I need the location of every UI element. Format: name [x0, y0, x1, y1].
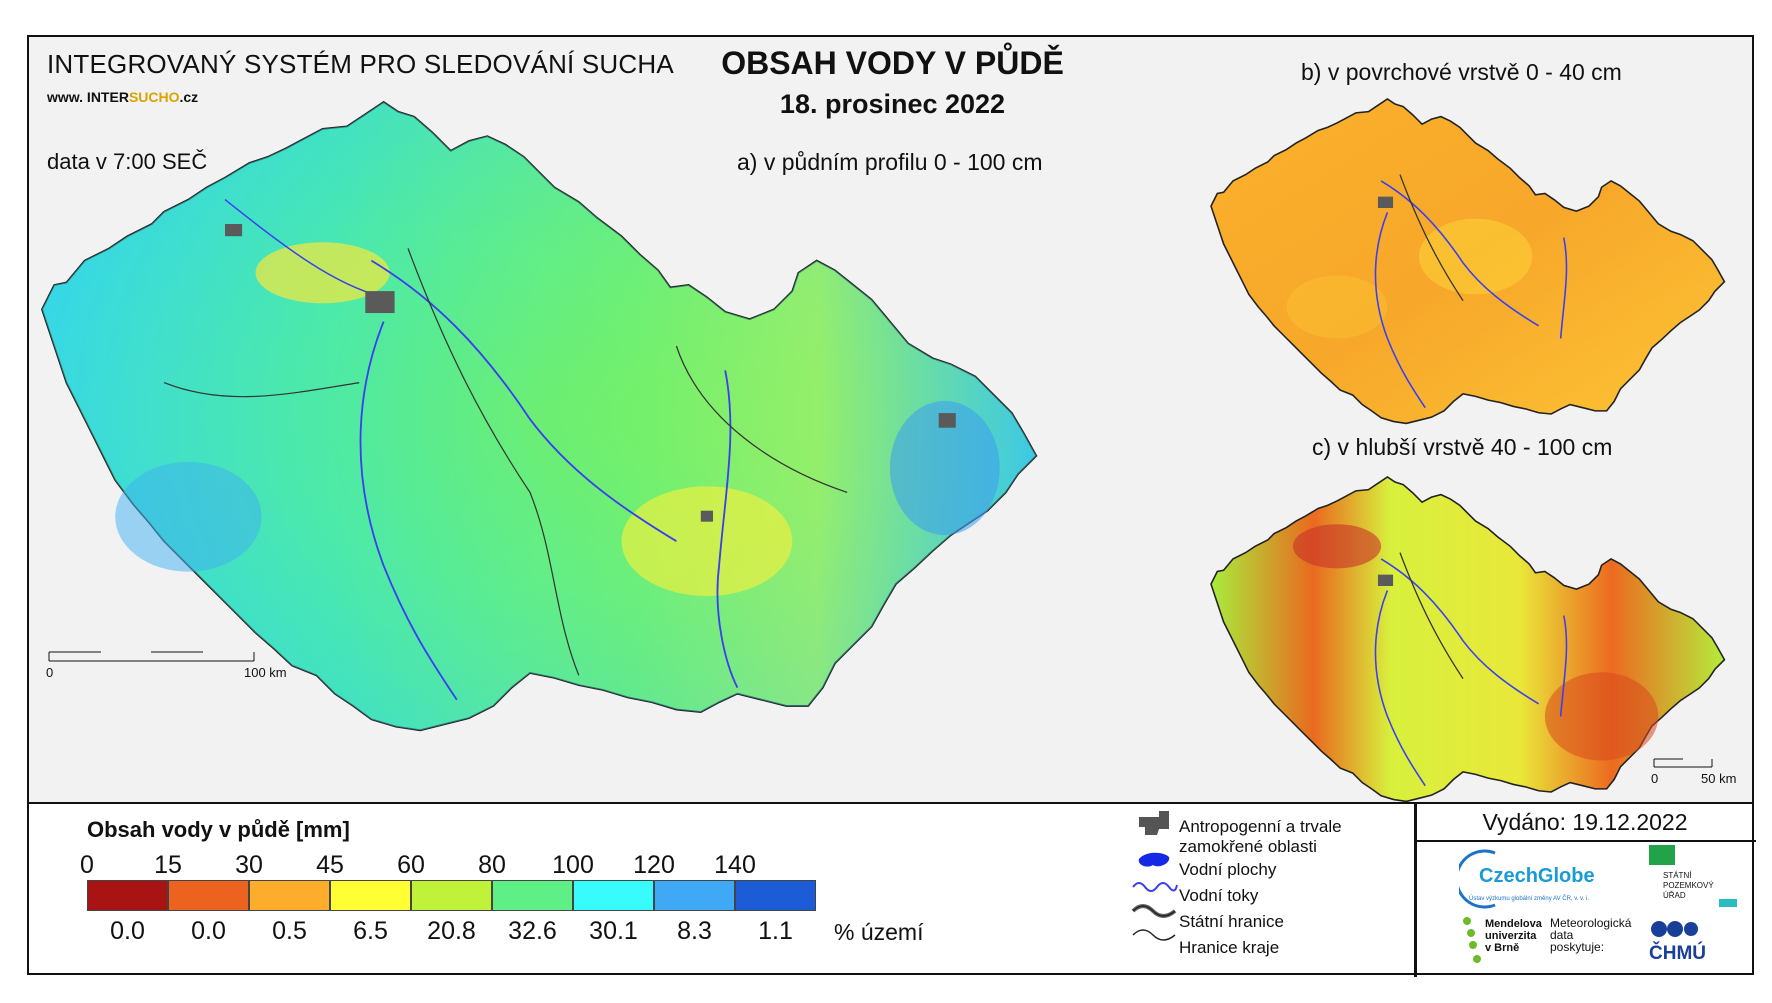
- chmu-logo: ČHMÚ: [1649, 943, 1706, 964]
- spu-accent-icon: [1719, 899, 1737, 907]
- legend-percentage-label: 30.1: [589, 917, 638, 945]
- map-area: INTEGROVANÝ SYSTÉM PRO SLEDOVÁNÍ SUCHA w…: [29, 37, 1752, 804]
- legend-river-label: Vodní toky: [1179, 886, 1259, 905]
- legend-percentage-label: 0.0: [191, 917, 226, 945]
- legend-tick-label: 140: [714, 851, 756, 879]
- legend-urban-label: Antropogenní a trvale zamokřené oblasti: [1179, 817, 1342, 856]
- main-title: OBSAH VODY V PŮDĚ: [721, 45, 1064, 81]
- legend-color-swatch: [573, 880, 654, 911]
- meteo-data-label: Meteorologická data poskytuje:: [1550, 916, 1632, 954]
- legend-tick-label: 30: [235, 851, 263, 879]
- legend-color-swatch: [411, 880, 492, 911]
- legend-tick-label: 80: [478, 851, 506, 879]
- main-date: 18. prosinec 2022: [779, 89, 1006, 119]
- region-border-icon: [1132, 929, 1176, 941]
- legend-color-swatch: [87, 880, 168, 911]
- legend-percentage-label: 6.5: [353, 917, 388, 945]
- mendel-logo-icon: [1463, 917, 1481, 963]
- legend-tick-label: 100: [552, 851, 594, 879]
- legend-color-bar: [87, 880, 816, 911]
- map-sheet: INTEGROVANÝ SYSTÉM PRO SLEDOVÁNÍ SUCHA w…: [27, 35, 1756, 977]
- legend-region-border-label: Hranice kraje: [1179, 938, 1280, 957]
- footer-separator: [1414, 802, 1417, 977]
- legend-percentage-label: 8.3: [677, 917, 712, 945]
- legend-color-swatch: [168, 880, 249, 911]
- spu-logo-icon: [1649, 845, 1675, 865]
- urban-area-icon: [1139, 811, 1169, 835]
- scale-small-end: 50 km: [1701, 771, 1737, 786]
- czechglobe-logo: CzechGlobe: [1479, 865, 1595, 887]
- river-icon: [1132, 882, 1178, 892]
- czechglobe-logo-icon: [1459, 849, 1496, 909]
- scale-main-end: 100 km: [244, 665, 287, 680]
- legend-percentage-label: 20.8: [427, 917, 476, 945]
- water-body-icon: [1138, 852, 1170, 867]
- deep-layer-map: [1210, 476, 1726, 802]
- map-c-title: c) v hlubší vrstvě 40 - 100 cm: [1312, 434, 1613, 460]
- issued-date: Vydáno: 19.12.2022: [1482, 809, 1688, 835]
- scale-small-start: 0: [1651, 771, 1659, 786]
- spu-logo: STÁTNÍ POZEMKOVÝ ÚŘAD: [1663, 871, 1714, 900]
- legend-color-swatch: [735, 880, 816, 911]
- legend-water-label: Vodní plochy: [1179, 860, 1277, 879]
- main-soil-moisture-map: [41, 101, 1038, 732]
- mendel-logo: Mendelova univerzita v Brně: [1485, 918, 1542, 954]
- legend-percentage-label: 0.5: [272, 917, 307, 945]
- map-b-title: b) v povrchové vrstvě 0 - 40 cm: [1301, 59, 1622, 85]
- scale-bar-main: [48, 651, 255, 662]
- legend-percentage-label: 0.0: [110, 917, 145, 945]
- legend-color-swatch: [654, 880, 735, 911]
- website-link[interactable]: www. INTERSUCHO.cz: [47, 89, 199, 105]
- maps-canvas: [41, 98, 1726, 802]
- legend-color-swatch: [492, 880, 573, 911]
- symbol-legend-icons: [1131, 811, 1178, 941]
- data-time: data v 7:00 SEČ: [47, 149, 208, 174]
- legend-color-swatch: [249, 880, 330, 911]
- surface-layer-map: [1210, 98, 1726, 425]
- legend-tick-label: 15: [154, 851, 182, 879]
- legend-percentage-label: 32.6: [508, 917, 557, 945]
- legend-tick-label: 0: [80, 851, 94, 879]
- legend-color-swatch: [330, 880, 411, 911]
- scale-bar-small: [1653, 758, 1713, 768]
- czechglobe-subtitle: Ústav výzkumu globální změny AV ČR, v. v…: [1469, 896, 1590, 902]
- system-title: INTEGROVANÝ SYSTÉM PRO SLEDOVÁNÍ SUCHA: [47, 49, 674, 79]
- legend-tick-label: 120: [633, 851, 675, 879]
- legend-tick-label: 60: [397, 851, 425, 879]
- legend-tick-label: 45: [316, 851, 344, 879]
- legend-state-border-label: Státní hranice: [1179, 912, 1284, 931]
- issued-separator: [1414, 840, 1756, 842]
- state-border-icon: [1131, 904, 1177, 918]
- legend-percentage-label: 1.1: [758, 917, 793, 945]
- chmu-logo-icon: [1651, 921, 1698, 937]
- scale-main-start: 0: [46, 665, 54, 680]
- legend-title: Obsah vody v půdě [mm]: [87, 817, 350, 842]
- legend-pct-unit: % území: [834, 919, 924, 945]
- map-a-title: a) v půdním profilu 0 - 100 cm: [737, 149, 1043, 175]
